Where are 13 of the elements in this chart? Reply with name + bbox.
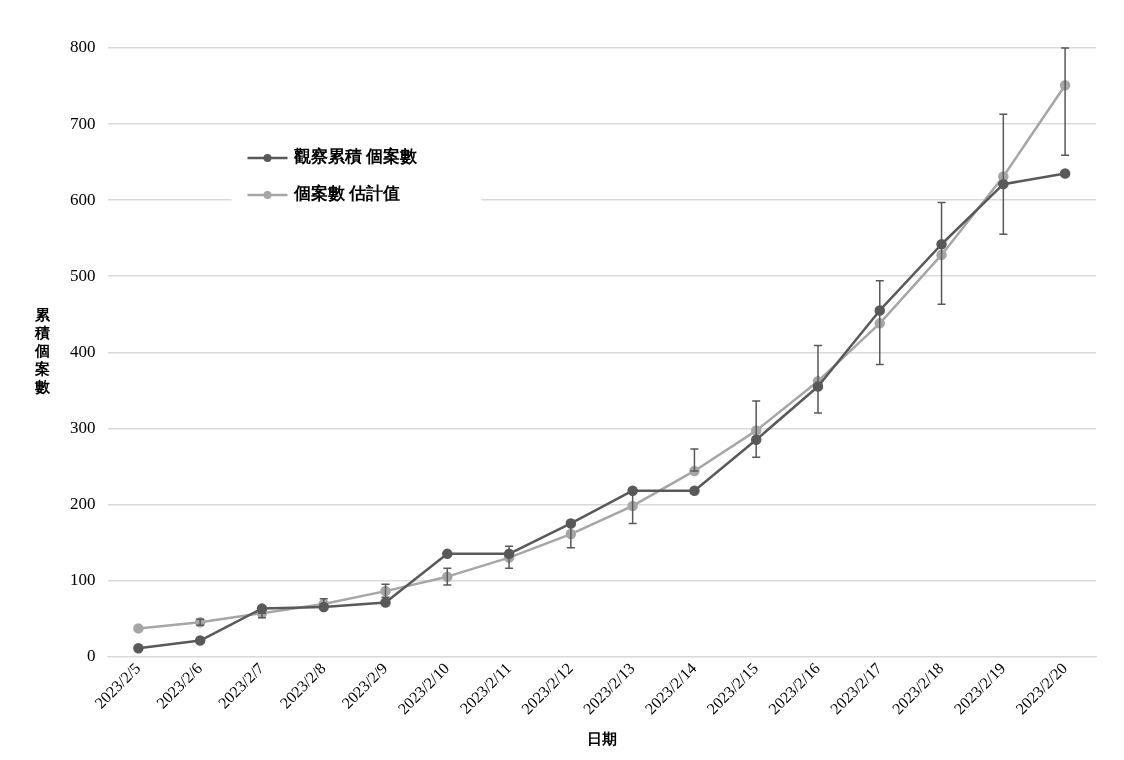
y-tick-label: 0: [87, 646, 96, 666]
y-tick-label: 100: [70, 569, 96, 589]
y-axis-title: 累積個案數: [33, 307, 51, 396]
y-tick-label: 700: [70, 113, 96, 133]
y-tick-label: 600: [70, 189, 96, 209]
legend-label: 個案數 估計值: [292, 183, 400, 204]
y-tick-label: 300: [70, 417, 96, 437]
legend-label: 觀察累積 個案數: [292, 146, 418, 167]
y-tick-label: 800: [70, 37, 96, 57]
x-axis-title: 日期: [586, 730, 617, 747]
y-tick-label: 200: [70, 493, 96, 513]
y-tick-label: 500: [70, 265, 96, 285]
y-tick-label: 400: [70, 341, 96, 361]
